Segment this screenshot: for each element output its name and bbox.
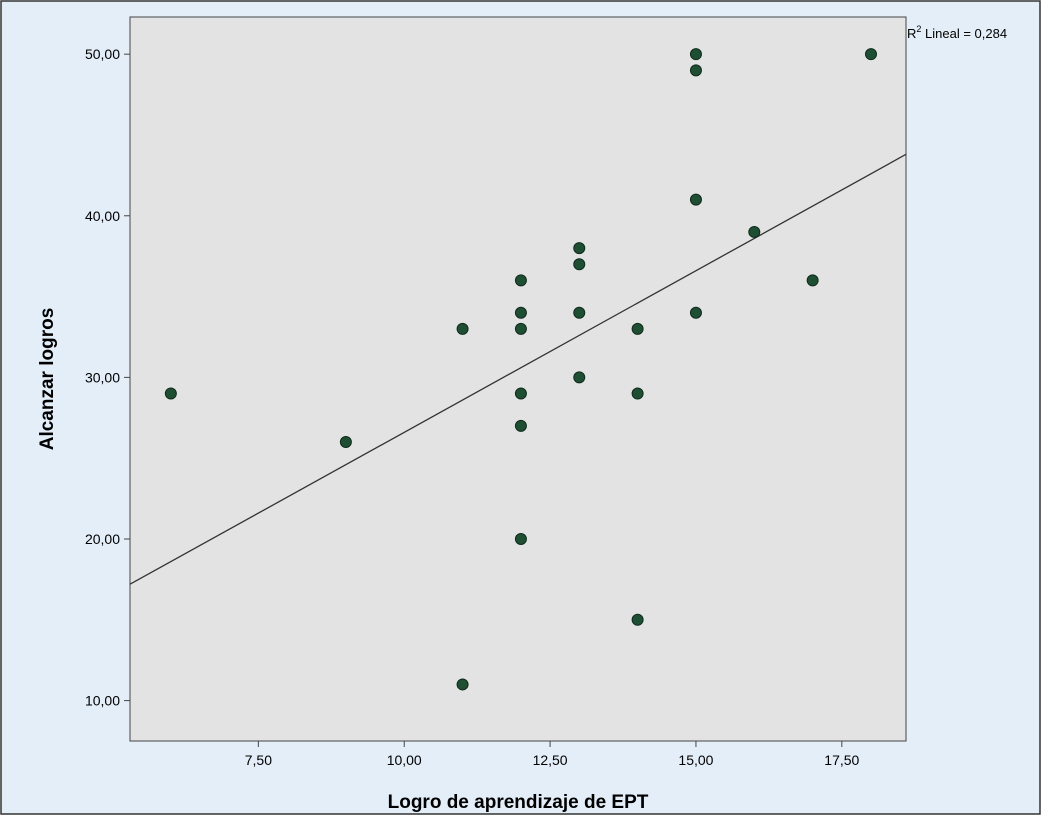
- y-axis: 10,00 20,00 30,00 40,00 50,00: [85, 46, 130, 709]
- data-point: [514, 419, 527, 432]
- data-point: [514, 306, 527, 319]
- x-tick-label: 7,50: [245, 752, 272, 768]
- data-point: [164, 387, 177, 400]
- fit-label-prefix: R: [907, 26, 916, 41]
- data-point: [689, 64, 702, 77]
- y-tick-label: 50,00: [85, 46, 120, 62]
- data-point: [339, 436, 352, 449]
- data-point: [456, 322, 469, 335]
- data-point: [573, 258, 586, 271]
- y-tick-label: 10,00: [85, 693, 120, 709]
- x-axis: 7,50 10,00 12,50 15,00 17,50: [245, 741, 860, 768]
- data-point: [514, 322, 527, 335]
- data-point: [573, 306, 586, 319]
- data-point: [689, 48, 702, 61]
- data-point: [573, 242, 586, 255]
- data-point: [689, 306, 702, 319]
- y-tick-label: 40,00: [85, 208, 120, 224]
- y-tick-label: 20,00: [85, 531, 120, 547]
- fit-label-superscript: 2: [916, 24, 921, 34]
- x-tick-label: 17,50: [824, 752, 859, 768]
- fit-line-group: [129, 153, 907, 585]
- data-point: [689, 193, 702, 206]
- y-axis-label: Alcanzar logros: [37, 308, 58, 451]
- plot-area: [129, 16, 907, 742]
- x-axis-label: Logro de aprendizaje de EPT: [388, 792, 649, 813]
- data-point: [514, 387, 527, 400]
- data-point: [864, 48, 877, 61]
- fit-label-text: Lineal = 0,284: [921, 26, 1007, 41]
- data-point: [631, 322, 644, 335]
- data-point: [806, 274, 819, 287]
- x-tick-label: 15,00: [678, 752, 713, 768]
- data-point: [748, 225, 761, 238]
- fit-line-label: R2 Lineal = 0,284: [907, 24, 1007, 41]
- fit-line: [129, 153, 907, 585]
- data-points: [164, 48, 877, 691]
- data-point: [631, 387, 644, 400]
- data-point: [631, 613, 644, 626]
- data-point: [514, 274, 527, 287]
- data-point: [573, 371, 586, 384]
- x-tick-label: 10,00: [387, 752, 422, 768]
- data-point: [456, 678, 469, 691]
- data-point: [514, 532, 527, 545]
- y-tick-label: 30,00: [85, 369, 120, 385]
- x-tick-label: 12,50: [533, 752, 568, 768]
